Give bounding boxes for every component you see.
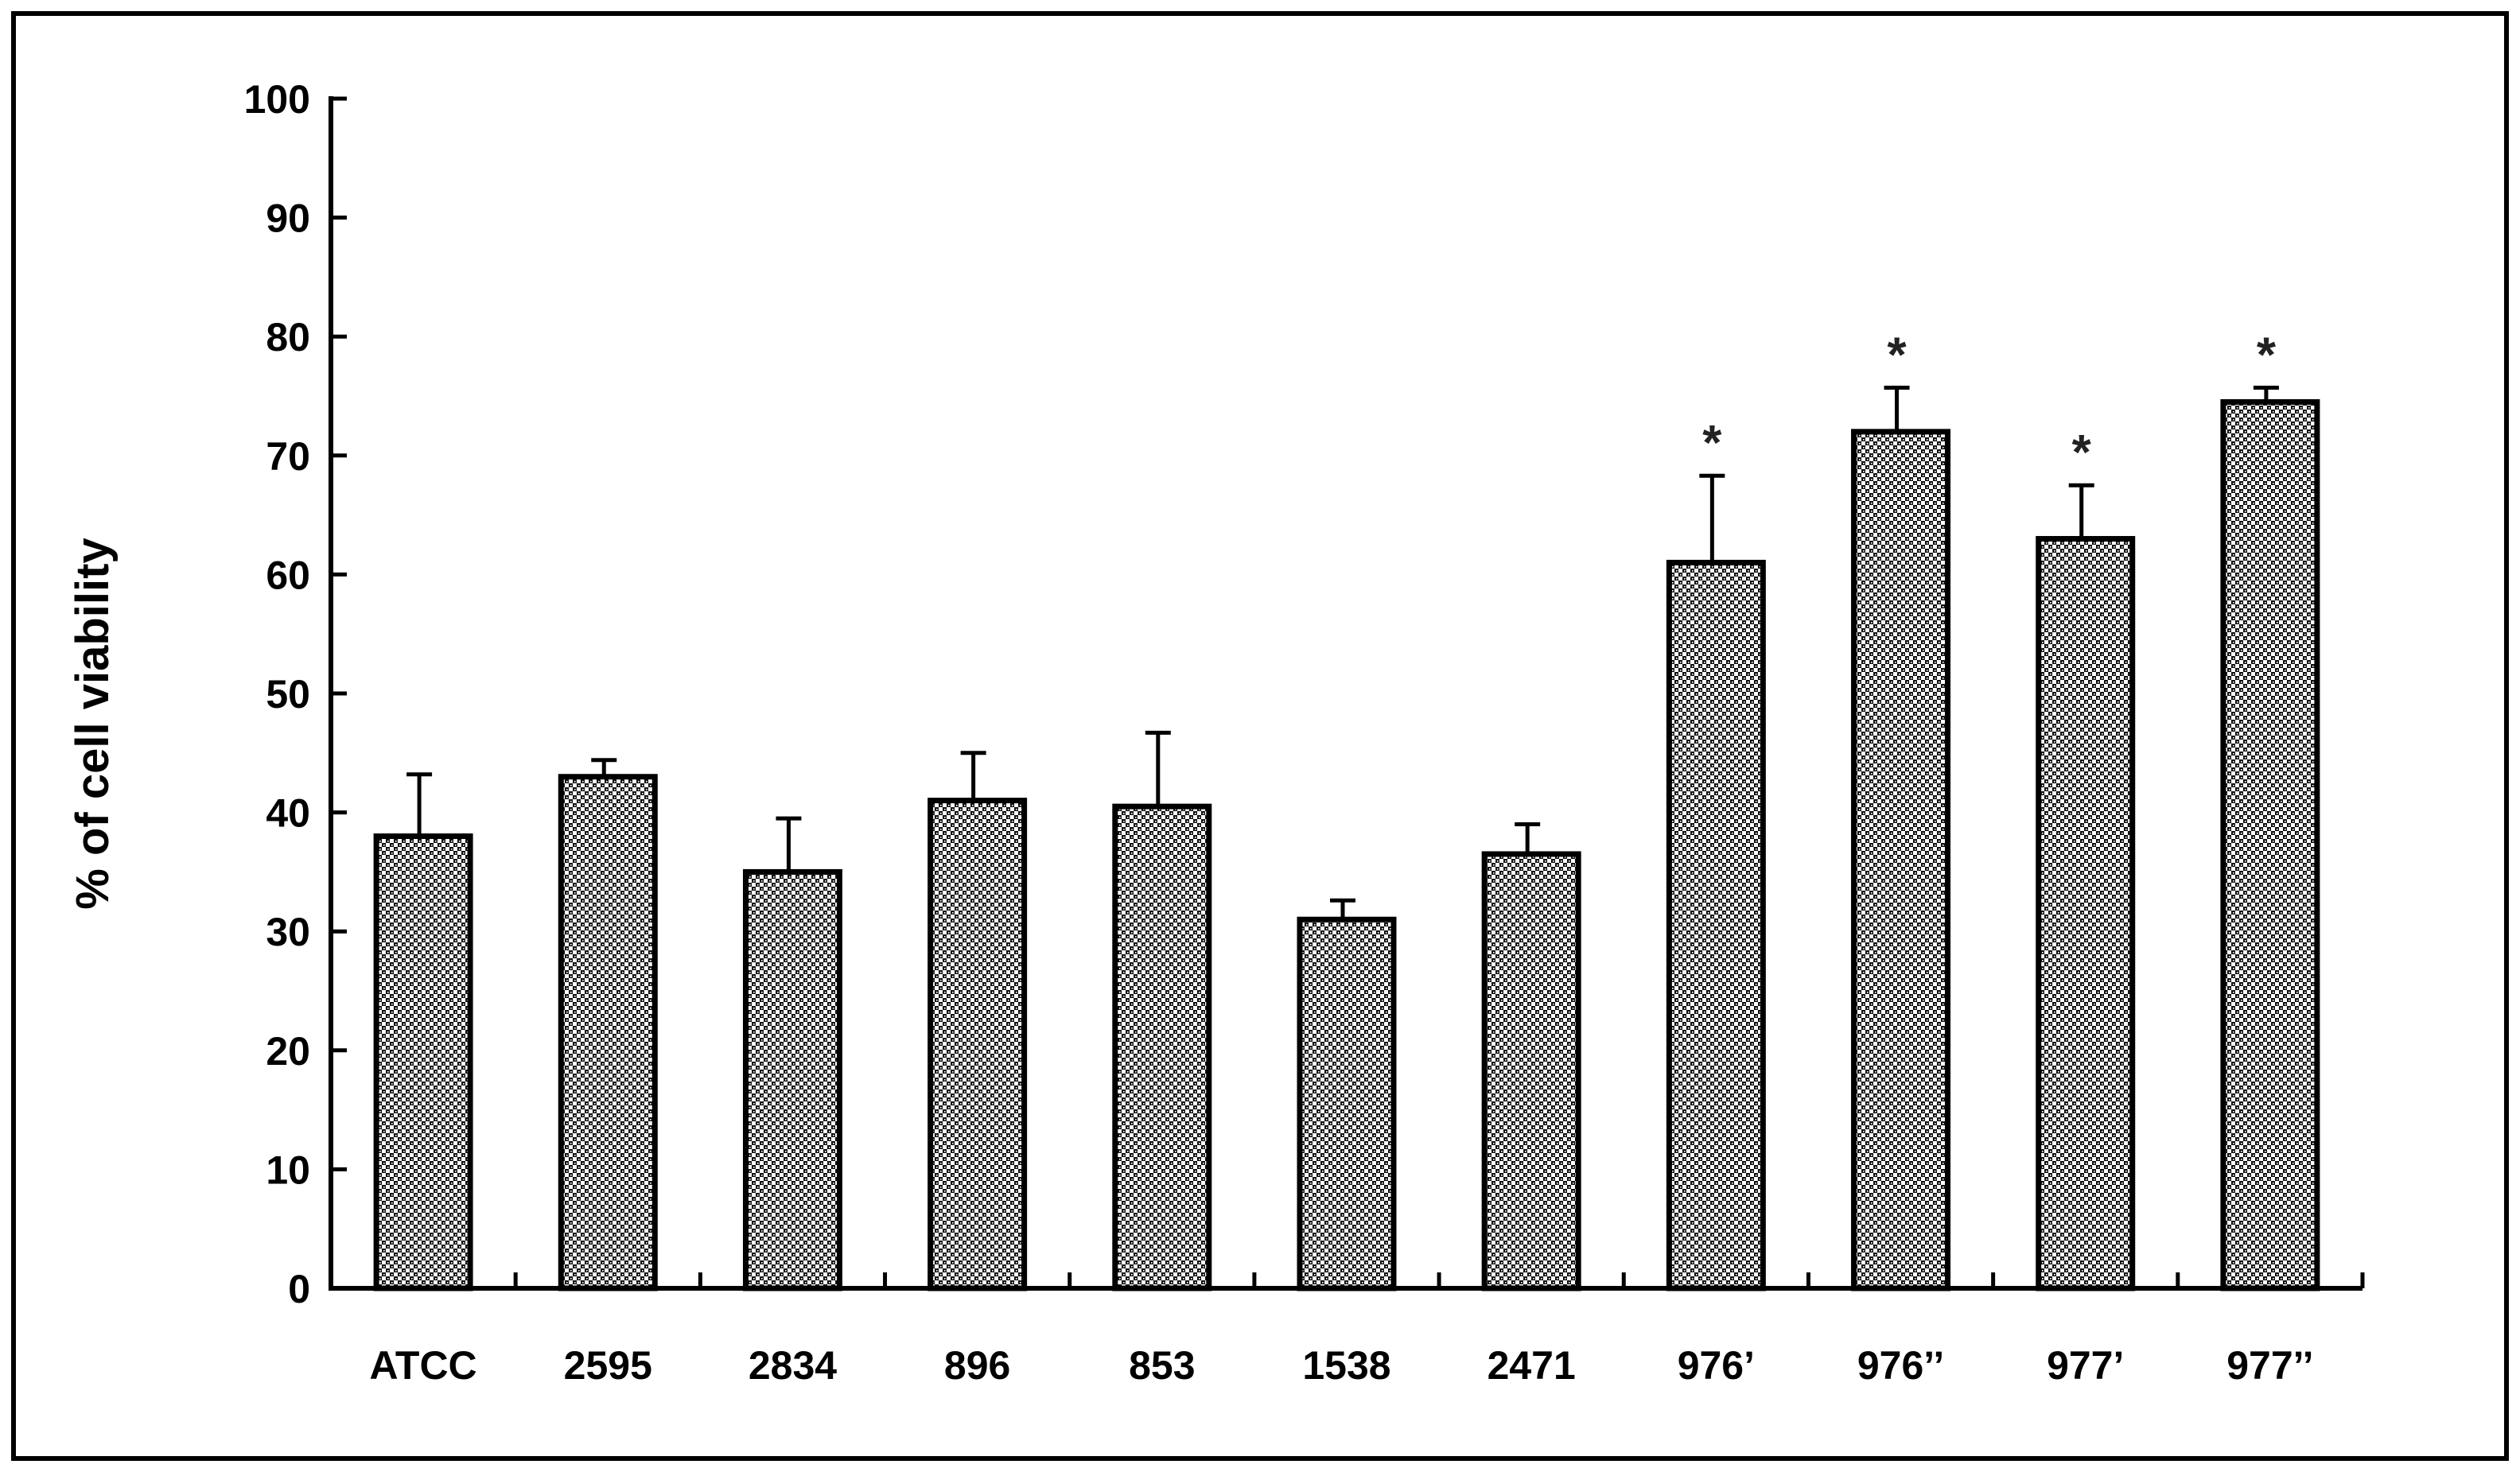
y-tick-label: 0 — [288, 1267, 310, 1311]
bar — [373, 833, 473, 1291]
significance-asterisk: * — [1887, 328, 1907, 383]
bar — [1851, 429, 1951, 1291]
significance-asterisk: * — [2072, 425, 2092, 480]
bar — [1112, 803, 1212, 1291]
y-tick-label: 40 — [266, 791, 310, 836]
x-tick-label: 1538 — [1302, 1343, 1390, 1388]
bar — [1481, 851, 1581, 1291]
y-tick-label: 90 — [266, 196, 310, 241]
x-tick-label: 976’’ — [1857, 1343, 1944, 1388]
y-tick-label: 50 — [266, 672, 310, 717]
bar — [1297, 916, 1397, 1291]
y-tick-label: 100 — [244, 77, 310, 122]
x-tick-label: ATCC — [370, 1343, 477, 1388]
x-tick-label: 2595 — [564, 1343, 652, 1388]
y-tick-label: 30 — [266, 910, 310, 954]
bar — [1666, 559, 1766, 1291]
y-axis-ticks: 0 10 20 30 40 50 60 70 80 90 100 — [244, 77, 347, 1311]
x-tick-label: 977’ — [2047, 1343, 2124, 1388]
bar — [928, 798, 1028, 1291]
y-axis-title: % of cell viability — [67, 538, 119, 909]
error-bars — [406, 386, 2279, 920]
x-tick-label: 976’ — [1678, 1343, 1755, 1388]
significance-asterisk: * — [1702, 416, 1722, 471]
y-tick-label: 80 — [266, 315, 310, 359]
y-tick-label: 20 — [266, 1029, 310, 1074]
x-tick-label: 853 — [1129, 1343, 1195, 1388]
bar — [2036, 536, 2136, 1291]
x-axis-ticks: ATCC 2595 2834 896 853 1538 2471 976’ 976’’ 977’ 9… — [370, 1272, 2365, 1388]
bar — [2220, 398, 2320, 1291]
bar — [742, 868, 842, 1291]
x-tick-label: 2834 — [749, 1343, 837, 1388]
bars — [373, 398, 2320, 1291]
bar — [558, 774, 658, 1291]
y-tick-label: 70 — [266, 434, 310, 479]
y-tick-label: 60 — [266, 553, 310, 597]
significance-asterisk: * — [2257, 328, 2277, 383]
x-tick-label: 896 — [944, 1343, 1010, 1388]
bar-chart: * * * * 0 10 20 30 40 50 60 70 80 90 100 ATCC 2595 2834… — [67, 77, 2365, 1388]
chart-frame: * * * * 0 10 20 30 40 50 60 70 80 90 100 ATCC 2595 2834… — [11, 11, 2509, 1461]
y-tick-label: 10 — [266, 1148, 310, 1192]
x-tick-label: 977’’ — [2226, 1343, 2313, 1388]
x-tick-label: 2471 — [1488, 1343, 1576, 1388]
significance-markers: * * * * — [1702, 328, 2277, 481]
